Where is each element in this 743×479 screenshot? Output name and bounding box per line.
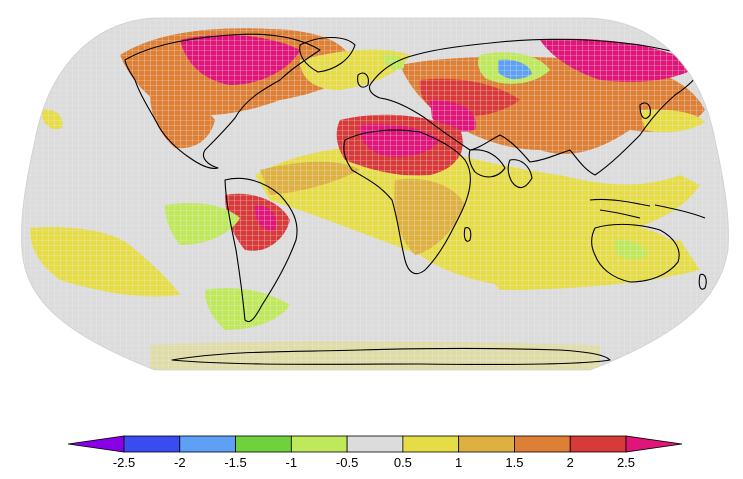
grid-cells <box>21 18 729 370</box>
colorbar-tick-label: -2.5 <box>113 455 135 470</box>
colorbar-tick-label: -1.5 <box>224 455 246 470</box>
map-field <box>21 18 729 370</box>
colorbar-bin <box>569 435 627 453</box>
colorbar-bin <box>179 435 236 453</box>
colorbar-tick-label: -0.5 <box>336 455 358 470</box>
colorbar-tick-label: -1 <box>286 455 298 470</box>
map-border <box>21 17 729 371</box>
colorbar-bin-min <box>67 435 125 453</box>
colorbar-bins <box>67 435 683 453</box>
colorbar-tick-label: 1.5 <box>505 455 523 470</box>
colorbar-tick-label: 2 <box>567 455 574 470</box>
colorbar-tick-label: -2 <box>174 455 186 470</box>
colorbar-tick-label: 1 <box>455 455 462 470</box>
colorbar-tick-label: 0.5 <box>394 455 412 470</box>
colorbar-bin <box>290 435 348 453</box>
colorbar-tick-label: 2.5 <box>617 455 635 470</box>
colorbar-ticks: -2.5 -2 -1.5 -1 -0.5 0.5 1 1.5 2 2.5 <box>113 455 635 470</box>
colorbar-bin <box>346 435 404 453</box>
colorbar-bin <box>514 435 571 453</box>
coastlines <box>124 33 707 366</box>
colorbar-bin <box>235 435 292 453</box>
world-map <box>21 17 729 371</box>
colorbar-bin <box>402 435 460 453</box>
colorbar-bin <box>458 435 515 453</box>
colorbar-bin-max <box>625 435 683 453</box>
colorbar-bin <box>123 435 181 453</box>
